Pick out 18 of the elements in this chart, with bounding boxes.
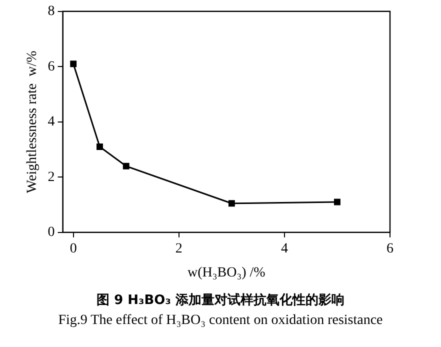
x-tick-label: 4: [280, 241, 288, 256]
point: [96, 144, 103, 150]
y-tick-label: 4: [48, 114, 55, 130]
x-tick-label: 0: [70, 241, 77, 256]
point: [70, 60, 77, 68]
point: [122, 162, 130, 170]
x-axis-title: w(H₃BO₃) /%: [187, 265, 266, 280]
y-tick-label: 0: [48, 225, 55, 240]
y-tick-label: 6: [48, 59, 55, 74]
y-tick-label: 8: [48, 4, 55, 20]
y-tick-label: 2: [48, 170, 55, 185]
y-axis-title: Weightlessness rate w/%: [25, 50, 40, 194]
text: 图 9 H₃BO₃ 添加量对试样抗氧化性的影响: [96, 292, 346, 309]
x-tick-label: 2: [175, 241, 182, 256]
point: [228, 200, 235, 207]
point: [334, 198, 340, 206]
text: Fig.9 The effect of H₃BO₃ content on oxidation resistance: [57, 313, 384, 329]
x-tick-label: 6: [386, 241, 394, 256]
